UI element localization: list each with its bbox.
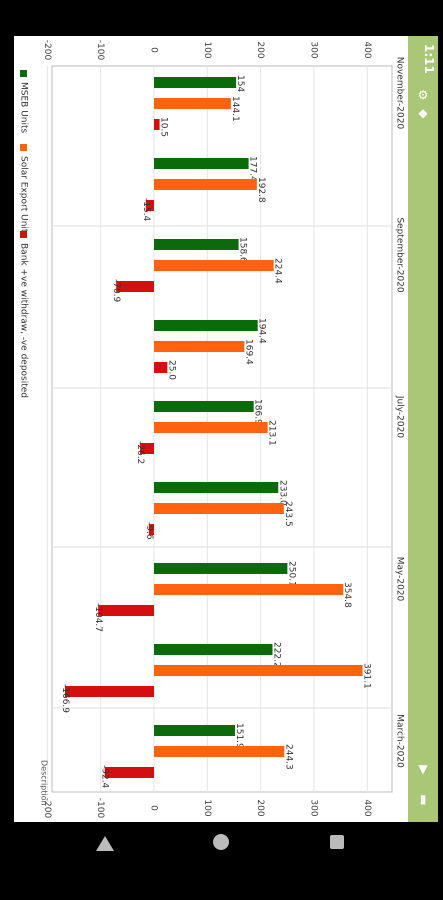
data-label-0-1: 177.4 xyxy=(248,156,258,182)
data-label-2-5: -9.6 xyxy=(144,522,154,540)
legend-swatch-2 xyxy=(20,231,27,238)
tick-label-bottom: 200 xyxy=(255,799,265,816)
bar-2-5 xyxy=(148,524,154,535)
bar-chart: -200 -200 -100 -100 0 0 100 100 200 200 300 300 400 4… xyxy=(19,40,405,819)
gear-icon: ⚙ xyxy=(417,88,429,102)
data-label-2-2: -70.9 xyxy=(111,279,121,303)
bar-1-3 xyxy=(154,341,245,352)
tick-label-top: -100 xyxy=(95,40,105,61)
bar-2-3 xyxy=(154,362,168,373)
bar-2-8 xyxy=(104,767,154,778)
bar-0-8 xyxy=(154,725,236,736)
status-bar: 1:11 ⚙ ◆ ▼ ▮ xyxy=(408,36,438,822)
bar-1-2 xyxy=(154,260,274,271)
bar-0-1 xyxy=(154,158,249,169)
category-label-0: November-2020 xyxy=(395,57,405,130)
bar-2-4 xyxy=(140,443,154,454)
legend-swatch-0 xyxy=(20,70,27,77)
data-label-1-3: 169.4 xyxy=(243,339,253,365)
tick-label-top: 0 xyxy=(149,47,159,53)
legend-label-2: Bank +ve withdraw, -ve deposited xyxy=(19,243,29,398)
bar-0-5 xyxy=(154,482,279,493)
bar-0-0 xyxy=(154,77,237,88)
data-label-1-2: 224.4 xyxy=(273,258,283,284)
app-screen: -200 -200 -100 -100 0 0 100 100 200 200 300 300 400 4… xyxy=(14,36,438,822)
battery-icon: ▮ xyxy=(419,792,427,806)
data-label-0-6: 250.1 xyxy=(286,561,296,587)
data-label-0-5: 233.0 xyxy=(277,480,287,506)
tick-label-bottom: 0 xyxy=(149,805,159,811)
plot-frame xyxy=(51,65,393,793)
data-label-0-7: 222.2 xyxy=(271,642,281,668)
bar-1-0 xyxy=(154,98,231,109)
data-label-2-0: 10.5 xyxy=(159,117,169,137)
bar-2-6 xyxy=(98,605,154,616)
legend-label-0: MSEB Units xyxy=(19,82,29,134)
data-label-2-6: -104.7 xyxy=(93,603,103,632)
bar-0-2 xyxy=(154,239,239,250)
data-label-1-7: 391.1 xyxy=(362,663,372,689)
back-icon[interactable] xyxy=(96,836,114,851)
data-label-0-4: 186.9 xyxy=(253,399,263,425)
data-label-0-3: 194.4 xyxy=(257,318,267,344)
status-time: 1:11 xyxy=(422,44,436,74)
data-label-0-2: 158.6 xyxy=(238,237,248,263)
tick-label-bottom: 100 xyxy=(202,799,212,816)
category-label-2: September-2020 xyxy=(395,217,405,293)
data-label-1-8: 244.3 xyxy=(283,744,293,770)
data-label-2-7: -166.9 xyxy=(60,684,70,713)
tick-label-top: 100 xyxy=(202,41,212,58)
tick-label-top: -200 xyxy=(42,40,52,61)
category-label-6: May-2020 xyxy=(395,557,405,602)
bar-1-5 xyxy=(154,503,284,514)
data-label-2-4: -26.2 xyxy=(135,441,145,464)
bar-0-7 xyxy=(154,644,273,655)
data-label-1-0: 144.1 xyxy=(230,96,240,122)
legend-swatch-1 xyxy=(20,144,27,151)
bar-1-6 xyxy=(154,584,344,595)
bar-1-8 xyxy=(154,746,285,757)
data-label-0-8: 151.9 xyxy=(234,723,244,749)
bar-1-1 xyxy=(154,179,257,190)
home-icon[interactable] xyxy=(213,834,229,850)
bar-2-0 xyxy=(154,119,160,130)
tick-label-bottom: -100 xyxy=(95,798,105,819)
tick-label-top: 200 xyxy=(255,41,265,58)
data-label-1-6: 354.8 xyxy=(342,582,352,608)
bar-0-6 xyxy=(154,563,288,574)
tick-label-bottom: 300 xyxy=(308,799,318,816)
data-label-2-8: -92.4 xyxy=(100,765,110,789)
data-label-1-4: 213.1 xyxy=(267,420,277,446)
chart-description: Description xyxy=(40,760,49,806)
shield-icon: ◆ xyxy=(418,106,428,120)
data-label-2-1: -15.4 xyxy=(141,198,151,222)
bar-1-4 xyxy=(154,422,268,433)
bar-1-7 xyxy=(154,665,363,676)
tick-label-bottom: 400 xyxy=(362,799,372,816)
tick-label-top: 400 xyxy=(362,41,372,58)
category-label-8: March-2020 xyxy=(395,714,405,768)
data-label-1-5: 243.5 xyxy=(283,501,293,527)
tick-label-bottom: -200 xyxy=(42,798,52,819)
tick-label-top: 300 xyxy=(308,41,318,58)
bar-0-4 xyxy=(154,401,254,412)
recent-apps-icon[interactable] xyxy=(330,835,344,849)
category-label-4: July-2020 xyxy=(395,395,405,438)
navigation-bar xyxy=(0,822,443,900)
bar-2-1 xyxy=(145,200,154,211)
data-label-0-0: 154 xyxy=(235,75,245,92)
legend-label-1: Solar Export Units xyxy=(19,156,29,237)
wifi-icon: ▼ xyxy=(418,762,428,776)
data-label-1-1: 192.8 xyxy=(256,177,266,203)
bar-2-2 xyxy=(116,281,154,292)
bar-0-3 xyxy=(154,320,258,331)
data-label-2-3: 25.0 xyxy=(166,360,176,380)
bar-2-7 xyxy=(64,686,154,697)
